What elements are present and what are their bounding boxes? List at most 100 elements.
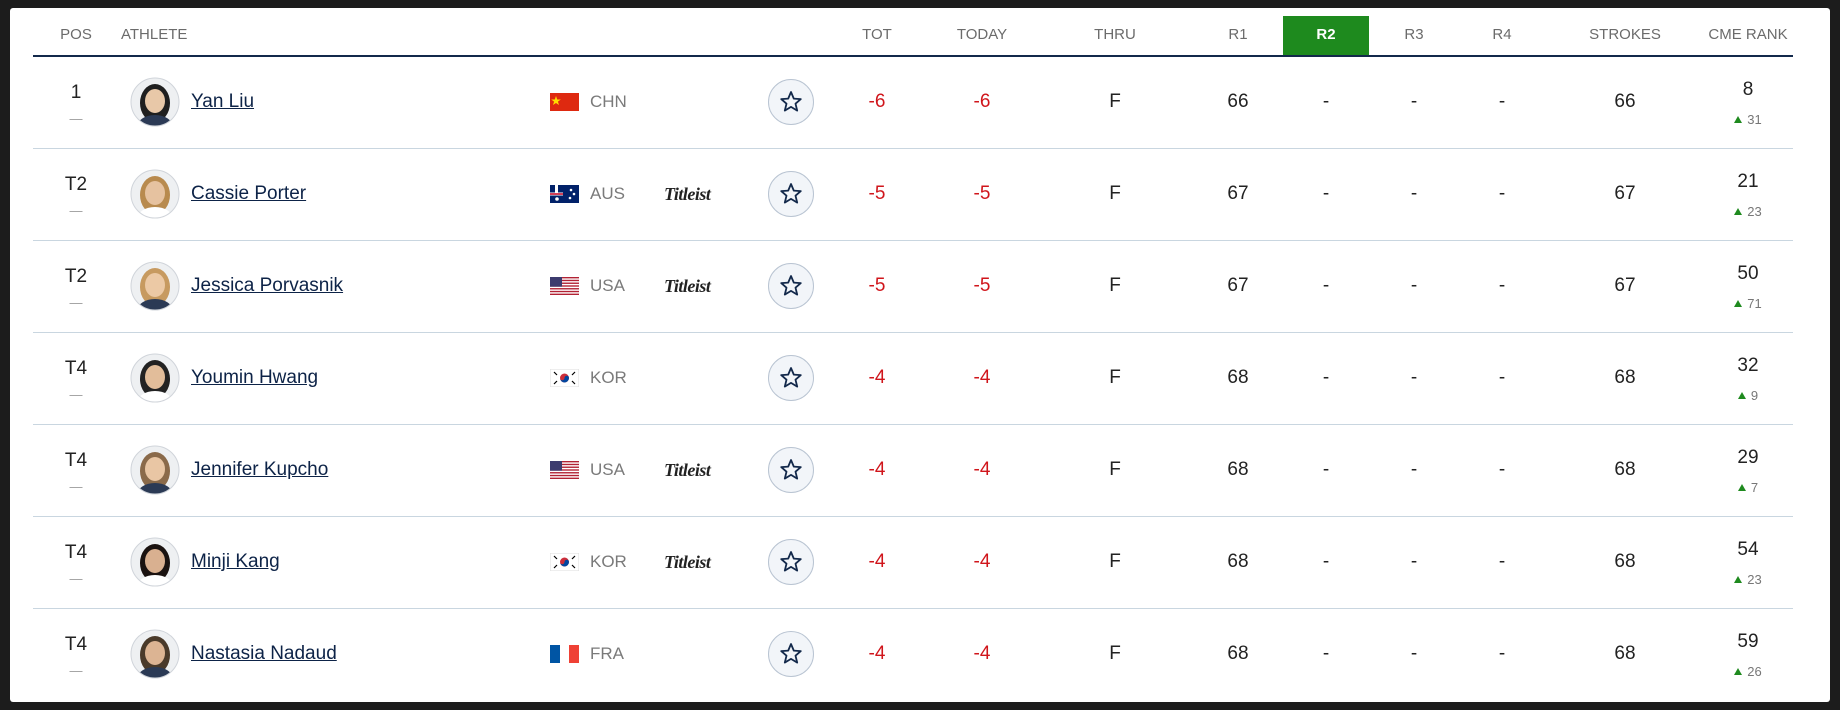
athlete-photo-part [145,181,165,205]
athlete-name[interactable]: Nastasia Nadaud [191,643,337,664]
athlete-photo-part [145,365,165,389]
athlete-photo-part [137,391,173,402]
athlete-photo [130,629,180,684]
country-flag [549,368,580,388]
athlete-photo-part [131,170,179,218]
cme-change: 7 [1750,480,1759,495]
country-code: USA [590,460,625,479]
athlete-photo-part [145,273,165,297]
athlete-photo-part [130,445,180,495]
country-flag-part [560,559,569,567]
score-r4: - [1498,643,1506,664]
athlete-name[interactable]: Jennifer Kupcho [191,459,329,480]
athlete-photo-part [130,629,180,679]
score-r3: - [1410,91,1418,112]
score-tot: -4 [868,551,886,572]
score-tot: -5 [868,183,886,204]
athlete-name[interactable]: Youmin Hwang [191,367,319,388]
leaderboard: POS ATHLETE TOT TODAY THRU R1 R2 R3 R4 STROKES CME… [10,8,1830,702]
favorite-button[interactable] [768,447,814,493]
up-arrow [1734,668,1743,675]
star-icon [780,643,802,664]
country-flag-part [550,277,562,287]
country-flag-part [550,290,579,293]
column-header: THRU [1094,26,1136,43]
score-thru: F [1109,551,1121,572]
athlete-name[interactable]: Minji Kang [191,551,280,572]
r2-highlight [1283,16,1369,55]
star-shape [780,367,802,388]
country-flag-part [550,288,579,290]
star-icon [780,91,802,112]
up-arrow [1734,208,1743,215]
country-code: KOR [590,552,627,571]
athlete-name[interactable]: Jessica Porvasnik [191,275,344,296]
country-flag [550,93,579,111]
star-shape [780,643,802,664]
favorite-button[interactable] [768,631,814,677]
cme-rank: 59 [1737,631,1759,652]
country-flag-part [550,277,579,279]
cme-change: 23 [1747,204,1762,219]
star-icon [780,459,802,480]
score-r4: - [1498,459,1506,480]
position: T4 [64,634,88,655]
score-r4: - [1498,183,1506,204]
country-flag-part [555,185,558,194]
header-rule [33,55,1793,57]
athlete-photo-part [145,89,165,113]
favorite-button[interactable] [768,355,814,401]
country-flag-part [549,552,580,572]
score-r1: 68 [1227,643,1249,664]
athlete-photo-part [137,207,173,218]
athlete-photo-part [131,538,179,586]
athlete-photo-part [137,667,173,678]
country-flag-part [571,380,576,385]
position: 1 [70,82,82,103]
athlete-photo-part [130,261,180,311]
country-flag-part [550,93,579,111]
cme-change-wrap: 23 [1678,204,1818,220]
star-shape [780,459,802,480]
score-strokes: 68 [1614,459,1636,480]
score-r2: - [1322,91,1330,112]
score-today: -4 [973,367,991,388]
country-flag-part [553,564,558,569]
position-move: — [69,479,83,494]
athlete-name[interactable]: Cassie Porter [191,183,307,204]
cme-rank: 32 [1737,355,1759,376]
cme-change: 71 [1747,296,1762,311]
country-flag-part [550,185,579,203]
country-flag-part [550,193,563,195]
score-r1: 67 [1227,183,1249,204]
row-divider [33,148,1793,149]
country-flag-part [549,368,580,388]
athlete-photo-part [131,630,179,678]
country-flag-part [553,371,558,376]
cme-change-wrap: 71 [1678,296,1818,312]
column-header: R3 [1404,26,1424,43]
country-flag-part [550,645,560,663]
cme-rank: 29 [1737,447,1759,468]
score-r2: - [1322,551,1330,572]
cme-change: 26 [1747,664,1762,679]
favorite-button[interactable] [768,539,814,585]
country-flag-part [550,285,579,287]
favorite-button[interactable] [768,171,814,217]
favorite-button[interactable] [768,79,814,125]
score-r3: - [1410,459,1418,480]
star-shape [780,275,802,296]
score-thru: F [1109,183,1121,204]
score-tot: -5 [868,275,886,296]
score-r1: 68 [1227,459,1249,480]
country-flag-part [551,96,561,105]
favorite-button[interactable] [768,263,814,309]
up-arrow [1734,116,1743,123]
athlete-photo-part [131,78,179,126]
country-flag-part [555,197,559,201]
cme-change-wrap: 23 [1678,572,1818,588]
position-move: — [69,663,83,678]
athlete-photo-part [130,353,180,403]
athlete-name[interactable]: Yan Liu [191,91,255,112]
